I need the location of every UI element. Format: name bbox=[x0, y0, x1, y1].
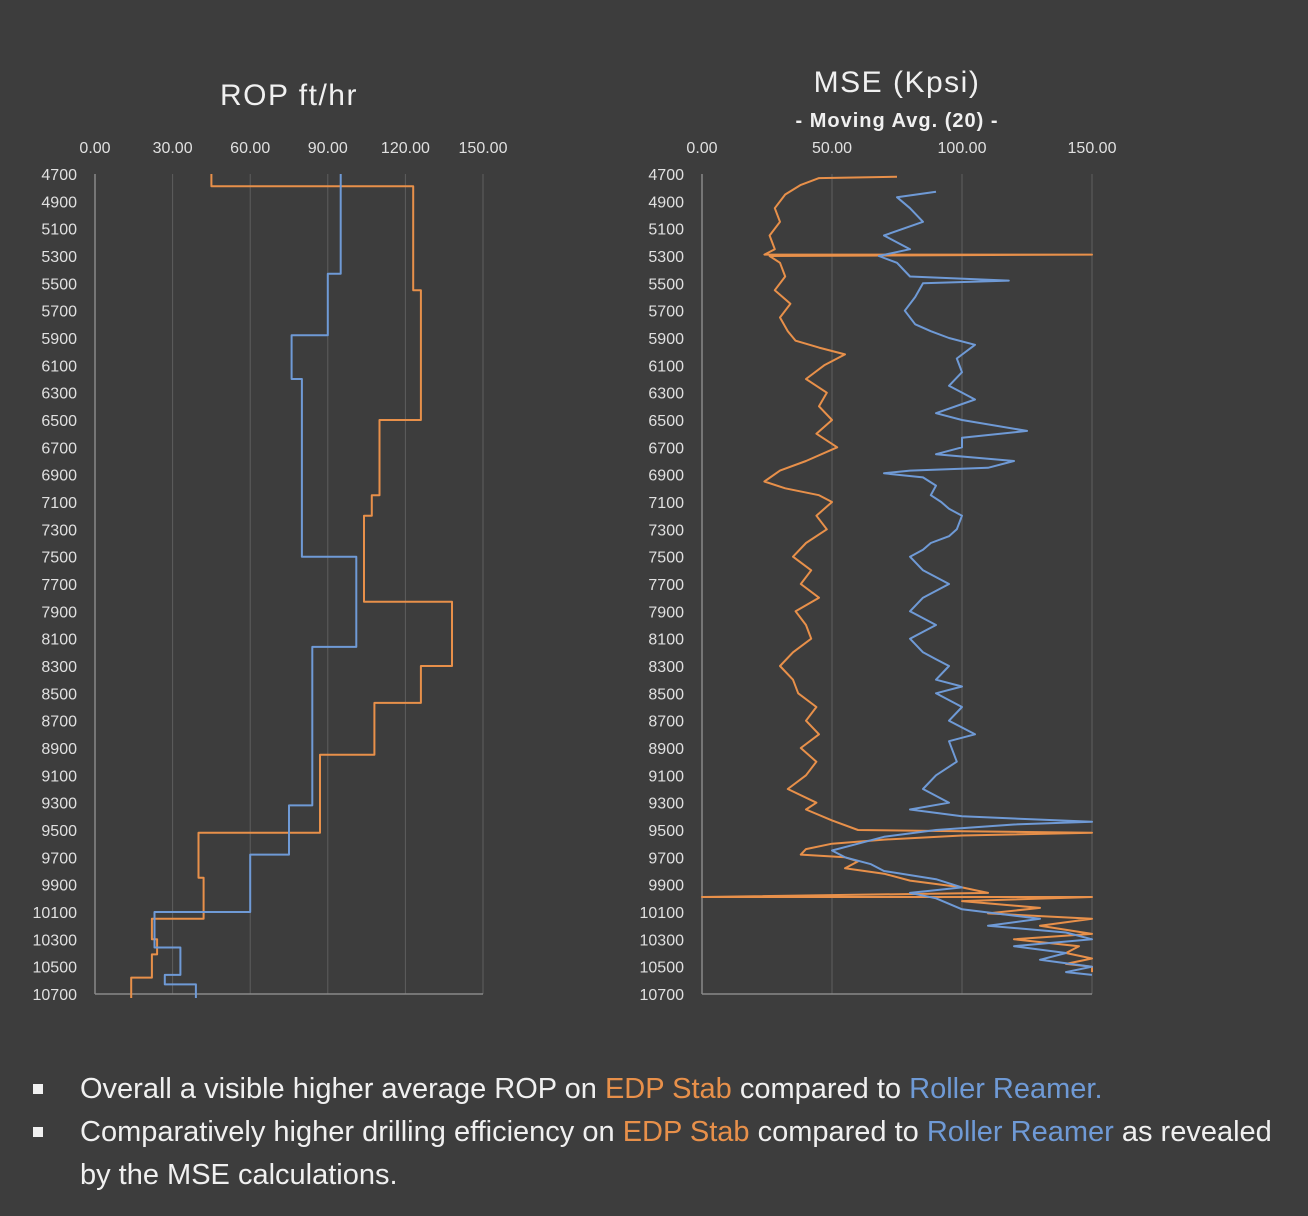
x-tick-label: 30.00 bbox=[153, 140, 193, 157]
y-tick-label: 10500 bbox=[640, 960, 685, 977]
x-tick-label: 150.00 bbox=[1068, 140, 1117, 157]
y-tick-label: 8500 bbox=[648, 686, 684, 703]
bullet-text: Overall a visible higher average ROP on … bbox=[80, 1073, 1103, 1105]
x-tick-label: 120.00 bbox=[381, 140, 430, 157]
chart-title: MSE (Kpsi) bbox=[814, 66, 981, 99]
bullet-item: Overall a visible higher average ROP on … bbox=[30, 1068, 1280, 1111]
y-tick-label: 9300 bbox=[41, 796, 77, 813]
y-tick-label: 8900 bbox=[648, 741, 684, 758]
chart-title: ROP ft/hr bbox=[220, 79, 358, 112]
series-line-roller-reamer bbox=[831, 190, 1093, 976]
y-tick-label: 9900 bbox=[41, 878, 77, 895]
roller-reamer-label: Roller Reamer. bbox=[909, 1073, 1103, 1105]
y-tick-label: 10700 bbox=[33, 987, 78, 1004]
roller-reamer-label: Roller Reamer bbox=[926, 1116, 1114, 1148]
y-tick-label: 5100 bbox=[648, 222, 684, 239]
rop-chart: ROP ft/hr 0.00 30.00 60.00 90.00 120.00 150.00… bbox=[33, 79, 508, 1004]
y-tick-label: 7700 bbox=[41, 577, 77, 594]
y-tick-label: 8700 bbox=[648, 714, 684, 731]
y-tick-label: 9700 bbox=[648, 850, 684, 867]
y-tick-label: 5500 bbox=[41, 276, 77, 293]
x-tick-label: 0.00 bbox=[79, 140, 110, 157]
y-tick-label: 6500 bbox=[41, 413, 77, 430]
x-tick-label: 90.00 bbox=[308, 140, 348, 157]
series-line-roller-reamer bbox=[153, 174, 358, 998]
y-tick-label: 6900 bbox=[648, 468, 684, 485]
y-tick-label: 10100 bbox=[640, 905, 685, 922]
y-tick-label: 8500 bbox=[41, 686, 77, 703]
y-tick-label: 10700 bbox=[640, 987, 685, 1004]
x-tick-label: 60.00 bbox=[230, 140, 270, 157]
y-tick-label: 10300 bbox=[640, 932, 685, 949]
y-tick-label: 9100 bbox=[41, 768, 77, 785]
y-tick-label: 9500 bbox=[648, 823, 684, 840]
y-tick-label: 5900 bbox=[648, 331, 684, 348]
y-tick-label: 5700 bbox=[41, 304, 77, 321]
y-tick-label: 5100 bbox=[41, 222, 77, 239]
bullet-list: Overall a visible higher average ROP on … bbox=[30, 1068, 1280, 1197]
y-tick-label: 8100 bbox=[41, 632, 77, 649]
y-tick-label: 8700 bbox=[41, 714, 77, 731]
y-tick-label: 5500 bbox=[648, 276, 684, 293]
y-tick-label: 7900 bbox=[648, 604, 684, 621]
y-tick-label: 7100 bbox=[41, 495, 77, 512]
y-tick-label: 5900 bbox=[41, 331, 77, 348]
y-tick-label: 6100 bbox=[41, 358, 77, 375]
bullet-text: Comparatively higher drilling efficiency… bbox=[80, 1116, 1272, 1191]
y-tick-label: 7100 bbox=[648, 495, 684, 512]
x-tick-label: 100.00 bbox=[938, 140, 987, 157]
y-tick-label: 9700 bbox=[41, 850, 77, 867]
x-tick-label: 50.00 bbox=[812, 140, 852, 157]
y-tick-label: 9500 bbox=[41, 823, 77, 840]
y-tick-label: 8300 bbox=[648, 659, 684, 676]
y-tick-label: 6900 bbox=[41, 468, 77, 485]
y-tick-label: 8100 bbox=[648, 632, 684, 649]
series-line-edp-stab bbox=[701, 175, 1093, 973]
charts-canvas: ROP ft/hr 0.00 30.00 60.00 90.00 120.00 150.00… bbox=[33, 66, 1117, 1004]
y-tick-label: 8900 bbox=[41, 741, 77, 758]
y-tick-label: 9100 bbox=[648, 768, 684, 785]
y-tick-label: 4900 bbox=[648, 194, 684, 211]
y-tick-label: 6700 bbox=[648, 440, 684, 457]
y-tick-label: 9900 bbox=[648, 878, 684, 895]
y-tick-label: 5700 bbox=[648, 304, 684, 321]
y-tick-label: 7300 bbox=[41, 522, 77, 539]
edp-stab-label: EDP Stab bbox=[604, 1073, 732, 1105]
y-tick-label: 7500 bbox=[648, 550, 684, 567]
y-tick-label: 6300 bbox=[648, 386, 684, 403]
y-tick-label: 7700 bbox=[648, 577, 684, 594]
x-tick-label: 150.00 bbox=[459, 140, 508, 157]
y-tick-label: 10500 bbox=[33, 960, 78, 977]
chart-subtitle: - Moving Avg. (20) - bbox=[796, 110, 999, 132]
y-tick-label: 6300 bbox=[41, 386, 77, 403]
y-tick-label: 4700 bbox=[41, 167, 77, 184]
y-tick-label: 9300 bbox=[648, 796, 684, 813]
x-tick-label: 0.00 bbox=[686, 140, 717, 157]
y-tick-label: 7500 bbox=[41, 550, 77, 567]
y-tick-label: 6500 bbox=[648, 413, 684, 430]
edp-stab-label: EDP Stab bbox=[622, 1116, 750, 1148]
y-tick-label: 8300 bbox=[41, 659, 77, 676]
y-tick-label: 7300 bbox=[648, 522, 684, 539]
y-tick-label: 10300 bbox=[33, 932, 78, 949]
y-tick-label: 6100 bbox=[648, 358, 684, 375]
square-bullet-icon bbox=[33, 1084, 43, 1094]
y-tick-label: 6700 bbox=[41, 440, 77, 457]
square-bullet-icon bbox=[33, 1127, 43, 1137]
series-line-edp-stab bbox=[130, 174, 453, 998]
y-tick-label: 5300 bbox=[41, 249, 77, 266]
y-tick-label: 10100 bbox=[33, 905, 78, 922]
y-tick-label: 4700 bbox=[648, 167, 684, 184]
mse-chart: MSE (Kpsi) - Moving Avg. (20) - 0.00 50.00 1… bbox=[640, 66, 1117, 1004]
y-tick-label: 5300 bbox=[648, 249, 684, 266]
y-tick-label: 4900 bbox=[41, 194, 77, 211]
y-tick-label: 7900 bbox=[41, 604, 77, 621]
bullet-item: Comparatively higher drilling efficiency… bbox=[30, 1111, 1280, 1197]
